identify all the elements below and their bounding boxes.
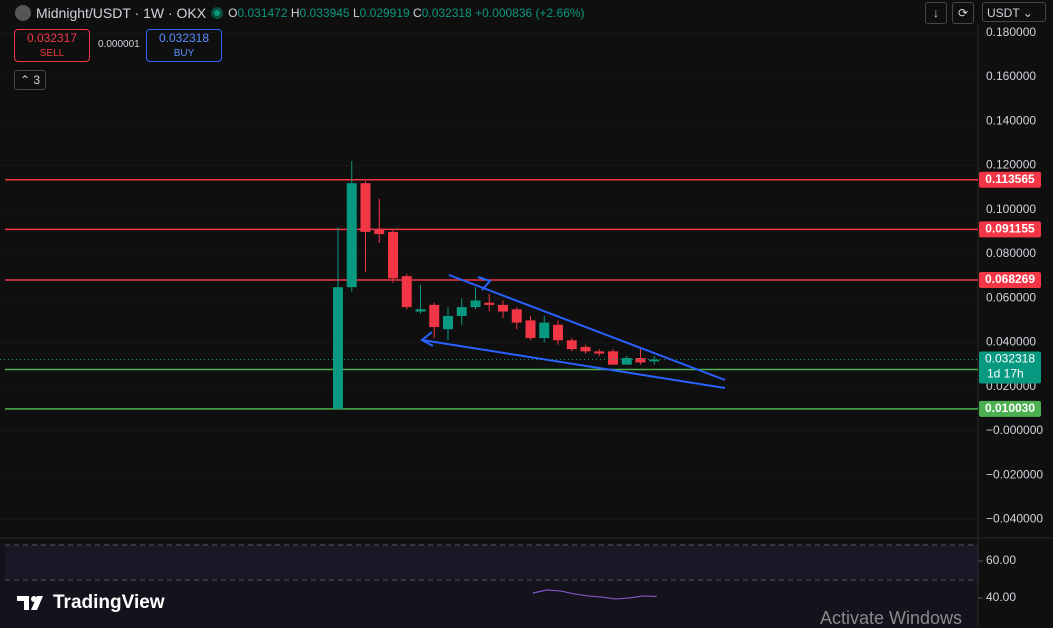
level-label: 0.113565 [985, 172, 1035, 186]
candle-body [621, 357, 632, 365]
ohlc-key: H [290, 6, 300, 20]
y-tick-label: 0.080000 [986, 246, 1036, 260]
candle-body [333, 287, 343, 409]
candle-body [511, 309, 522, 323]
indicators-count: 3 [33, 73, 41, 87]
candle-body [388, 231, 398, 279]
y-tick-label: 0.180000 [986, 25, 1036, 39]
y-tick-label: 0.060000 [986, 290, 1036, 304]
rsi-line [532, 589, 657, 600]
watermark: Activate Windows [820, 608, 963, 628]
candle-body [525, 320, 536, 339]
ohlc-key: C [413, 6, 422, 20]
level-label: 0.091155 [985, 221, 1035, 235]
refresh-button[interactable]: ⟳ [952, 2, 974, 24]
candle-body [566, 340, 577, 350]
trend-line [421, 339, 726, 389]
download-button[interactable]: ↓ [925, 2, 947, 24]
ohlc-key: O [228, 6, 238, 20]
logo-icon [17, 596, 43, 610]
trend-line [448, 274, 726, 381]
symbol-icon [15, 5, 31, 21]
level-label-box [979, 271, 1041, 288]
rsi-tick-label: 60.00 [986, 553, 1016, 567]
candle-body [539, 322, 550, 339]
spread: 0.000001 [98, 39, 140, 50]
candle-body [608, 351, 618, 365]
candle-body [374, 229, 385, 235]
currency: USDT [987, 6, 1020, 20]
level-label-box [979, 171, 1041, 188]
ohlc-key: L [352, 6, 360, 20]
currency-select[interactable]: USDT ⌄ [982, 2, 1046, 22]
candle-body [346, 183, 357, 288]
candle-body [456, 307, 467, 316]
y-tick-label: −0.020000 [986, 467, 1043, 481]
candle-body [401, 276, 412, 308]
ohlc-value: 0.031472 [237, 6, 288, 20]
y-tick-label: 0.100000 [986, 202, 1036, 216]
y-tick-label: 0.120000 [986, 158, 1036, 172]
candle-body [553, 324, 563, 341]
candle-body [360, 183, 371, 232]
y-tick-label: 0.140000 [986, 113, 1036, 127]
logo: TradingView [17, 592, 165, 614]
last-price-box [979, 351, 1041, 384]
arrow-head [477, 276, 492, 291]
level-label-box [979, 400, 1041, 417]
sell-label: SELL [39, 48, 65, 59]
ohlc-value: 0.029919 [359, 6, 410, 20]
y-tick-label: 0.160000 [986, 69, 1036, 83]
arrow-head [420, 331, 434, 347]
sell-button[interactable]: 0.032317 SELL [14, 29, 90, 62]
candle-body [594, 351, 605, 354]
candle-body [580, 346, 591, 352]
candle-body [498, 304, 508, 312]
candle-body [470, 300, 481, 308]
rsi-band [5, 545, 978, 580]
symbol: Midnight/USDT · 1W · OKX [36, 5, 207, 21]
y-tick-label: −0.000000 [986, 423, 1043, 437]
buy-price: 0.032318 [158, 31, 210, 45]
candle-body [484, 302, 495, 305]
change: +0.000836 (+2.66%) [475, 6, 585, 20]
falling-wedge [420, 274, 726, 389]
indicators-toggle[interactable]: ⌃ 3 [14, 70, 46, 90]
candle-body [649, 359, 660, 362]
buy-button[interactable]: 0.032318 BUY [146, 29, 222, 62]
level-label-box [979, 221, 1041, 238]
level-label: 0.010030 [985, 401, 1035, 415]
y-tick-label: 0.040000 [986, 335, 1036, 349]
symbol-header: Midnight/USDT · 1W · OKX O0.031472 H0.03… [14, 4, 585, 22]
ohlc: O0.031472 H0.033945 L0.029919 C0.032318 … [228, 6, 584, 20]
y-tick-label: −0.040000 [986, 512, 1043, 526]
candle-body [635, 357, 646, 363]
market-status [211, 7, 224, 19]
sell-price: 0.032317 [26, 31, 78, 45]
rsi-tick-label: 40.00 [986, 590, 1016, 604]
last-price-label: 0.032318 [985, 352, 1035, 366]
logo-text: TradingView [53, 592, 165, 613]
ohlc-value: 0.033945 [299, 6, 350, 20]
level-label: 0.068269 [985, 272, 1035, 286]
candle-body [415, 309, 426, 312]
candle-body [443, 315, 453, 330]
buy-label: BUY [173, 48, 195, 59]
candle-body [429, 304, 440, 328]
countdown: 1d 17h [987, 367, 1024, 381]
ohlc-value: 0.032318 [421, 6, 472, 20]
